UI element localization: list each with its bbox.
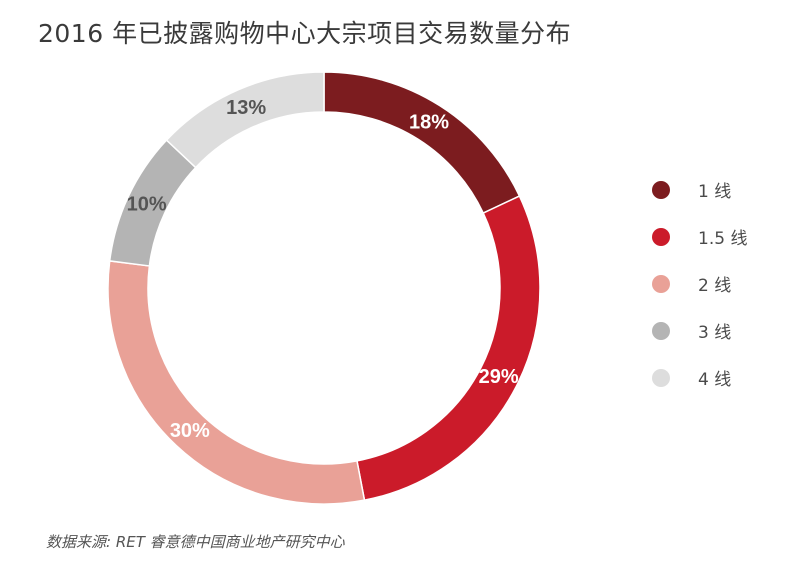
source-note: 数据来源: RET 睿意德中国商业地产研究中心: [46, 533, 345, 551]
legend-label: 1 线: [698, 182, 732, 202]
legend-label: 4 线: [698, 370, 732, 390]
legend-swatch: [652, 180, 670, 199]
legend-swatch: [652, 368, 670, 387]
slice-3: [107, 260, 366, 505]
legend-item-2: 1.5 线: [652, 213, 747, 260]
slice-label-5: 13%: [226, 97, 266, 119]
donut-labels: 18% 29% 30% 10% 13%: [127, 97, 519, 442]
legend-label: 2 线: [698, 276, 732, 296]
legend-item-4: 3 线: [652, 307, 747, 354]
legend-label: 3 线: [698, 323, 732, 343]
legend: 1 线 1.5 线 2 线 3 线 4 线: [652, 166, 747, 401]
slice-5: [165, 71, 325, 169]
slice-label-3: 30%: [170, 420, 210, 442]
legend-item-1: 1 线: [652, 166, 747, 213]
slice-2: [356, 195, 541, 502]
donut-slices: [107, 71, 541, 505]
legend-item-5: 4 线: [652, 354, 747, 401]
slice-label-1: 18%: [409, 112, 449, 134]
slice-label-4: 10%: [127, 194, 167, 216]
legend-swatch: [652, 274, 670, 293]
chart-title: 2016 年已披露购物中心大宗项目交易数量分布: [38, 19, 572, 48]
legend-label: 1.5 线: [698, 229, 748, 249]
legend-item-3: 2 线: [652, 260, 747, 307]
legend-swatch: [652, 227, 670, 246]
legend-swatch: [652, 321, 670, 340]
slice-label-2: 29%: [479, 366, 519, 388]
slice-1: [323, 71, 521, 215]
